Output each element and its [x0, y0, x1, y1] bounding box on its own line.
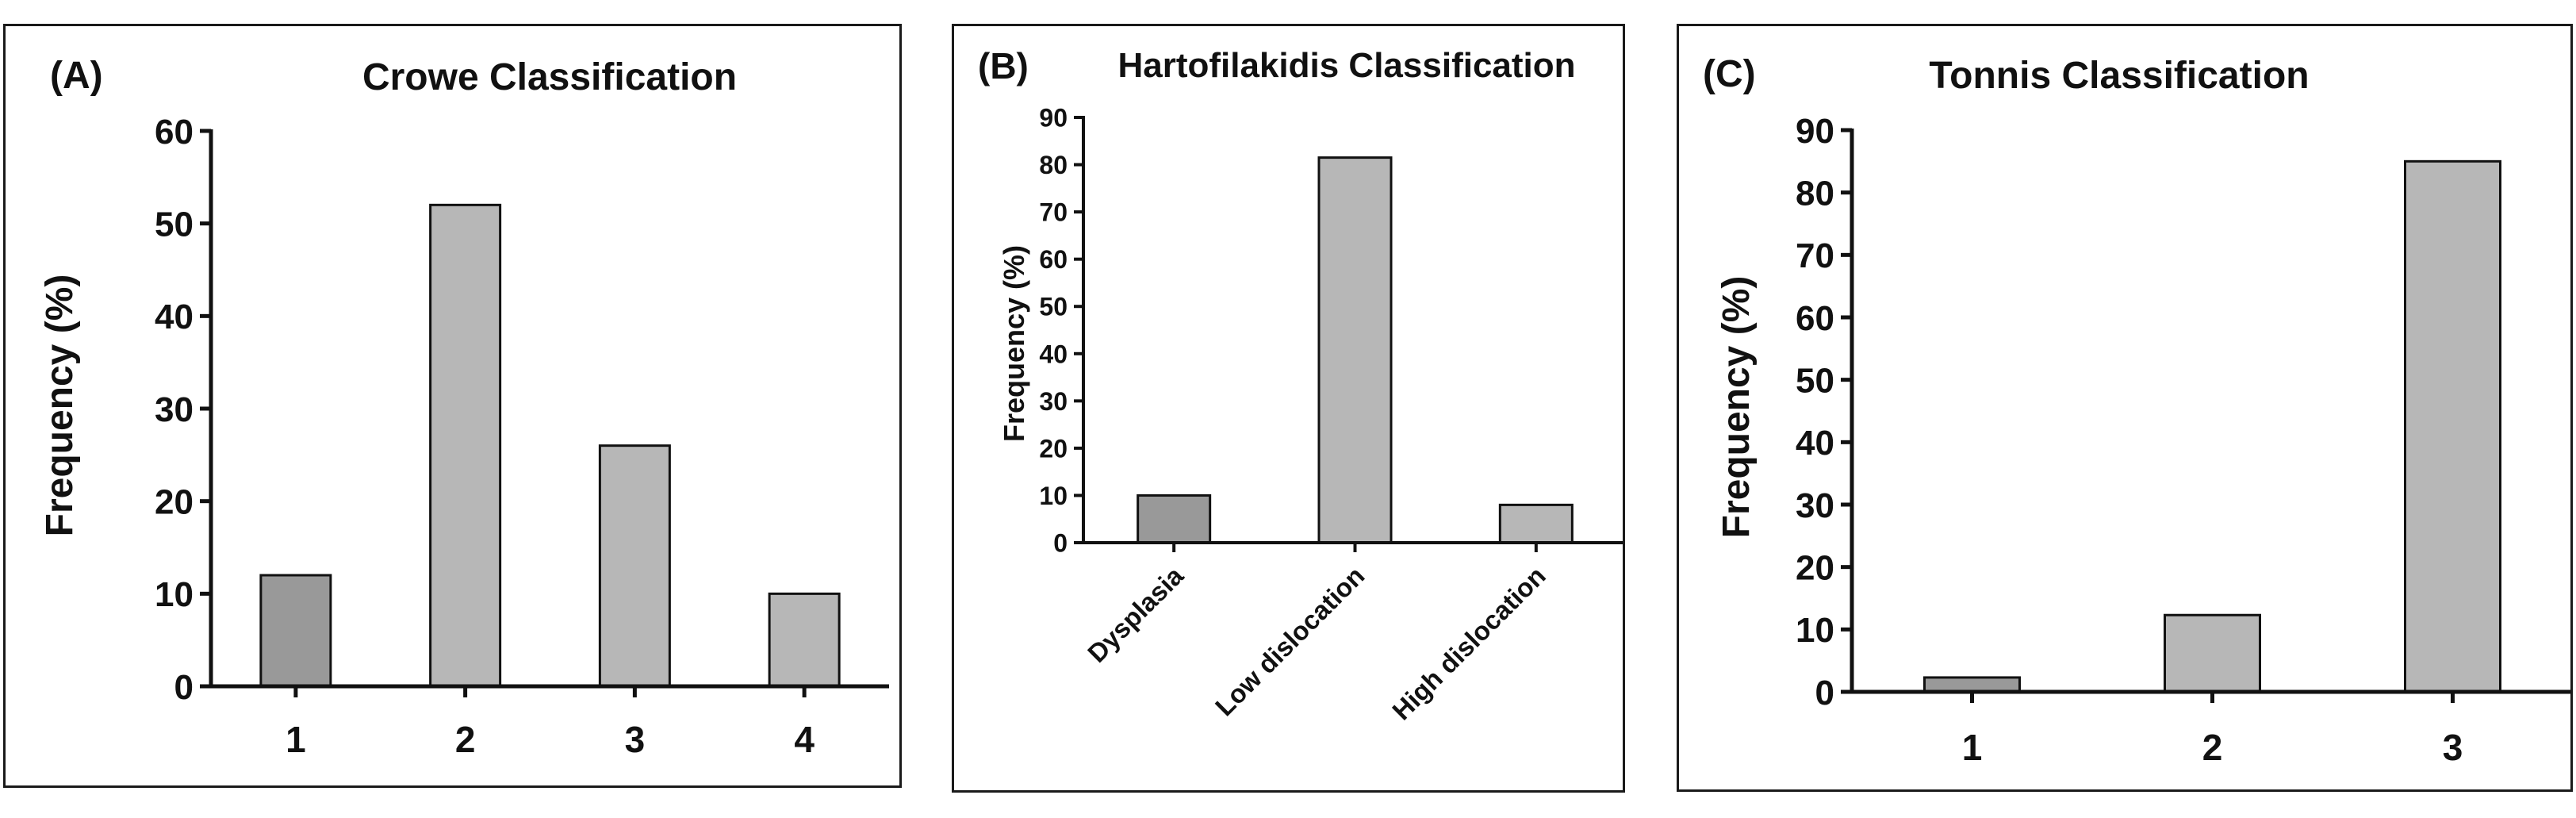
bar-3 — [1498, 503, 1574, 544]
tonnis-chart-panel: (C) Tonnis Classification Frequency (%) … — [1677, 24, 2573, 792]
y-tick-label: 70 — [1796, 236, 1834, 275]
x-tick-label: Dysplasia — [1082, 560, 1190, 668]
y-tick-label: 10 — [155, 575, 194, 614]
y-axis-label: Frequency (%) — [39, 275, 81, 537]
y-tick-label: 20 — [1796, 549, 1834, 588]
y-tick-label: 80 — [1039, 151, 1068, 179]
chart-title: Crowe Classification — [362, 56, 737, 98]
y-tick-label: 40 — [155, 298, 194, 336]
panel-letter: (B) — [978, 45, 1029, 86]
x-tick-label: High dislocation — [1386, 561, 1551, 726]
y-tick-label: 20 — [1039, 434, 1068, 463]
y-tick-label: 10 — [1039, 482, 1068, 510]
y-axis-label: Frequency (%) — [998, 245, 1030, 442]
x-tick-label: 1 — [1962, 727, 1983, 768]
y-tick-label: 50 — [1796, 362, 1834, 401]
bar-1 — [259, 574, 332, 688]
tonnis-chart: (C) Tonnis Classification Frequency (%) … — [1703, 53, 2570, 768]
bar-3 — [2404, 159, 2501, 693]
y-tick-label: 30 — [1796, 486, 1834, 525]
y-tick-label: 60 — [155, 113, 194, 152]
x-tick-label: 3 — [625, 719, 646, 760]
y-tick-label: 60 — [1039, 245, 1068, 274]
x-tick-label: 4 — [794, 719, 815, 760]
y-tick-label: 30 — [1039, 387, 1068, 416]
panel-letter: (A) — [50, 55, 103, 97]
crowe-chart-panel: (A) Crowe Classification Frequency (%) 0… — [3, 24, 902, 788]
y-tick-label: 90 — [1039, 104, 1068, 132]
bar-4 — [768, 592, 841, 688]
y-tick-label: 50 — [155, 205, 194, 244]
panel-letter: (C) — [1703, 53, 1756, 95]
y-tick-label: 70 — [1039, 198, 1068, 227]
y-axis-label: Frequency (%) — [1715, 276, 1758, 539]
bar-3 — [598, 444, 671, 688]
y-tick-label: 80 — [1796, 175, 1834, 213]
x-tick-label: Low dislocation — [1209, 561, 1370, 721]
bar-2 — [429, 203, 502, 688]
x-tick-label: 1 — [286, 719, 306, 760]
y-tick-label: 10 — [1796, 611, 1834, 650]
y-tick-label: 0 — [1053, 529, 1068, 558]
y-tick-label: 60 — [1796, 299, 1834, 338]
y-tick-label: 40 — [1796, 424, 1834, 463]
bar-1 — [1923, 676, 2021, 693]
bar-1 — [1137, 493, 1212, 544]
y-tick-label: 50 — [1039, 293, 1068, 321]
x-tick-label: 3 — [2443, 727, 2463, 768]
bar-2 — [2164, 613, 2261, 693]
y-tick-label: 30 — [155, 390, 194, 429]
y-tick-label: 40 — [1039, 340, 1068, 368]
hartofilakidis-chart: (B) Hartofilakidis Classification Freque… — [978, 45, 1623, 726]
y-tick-label: 0 — [174, 668, 194, 707]
y-tick-label: 90 — [1796, 112, 1834, 151]
crowe-chart: (A) Crowe Classification Frequency (%) 0… — [39, 55, 889, 760]
chart-title: Hartofilakidis Classification — [1117, 46, 1575, 85]
hartofilakidis-chart-panel: (B) Hartofilakidis Classification Freque… — [952, 24, 1625, 793]
bar-2 — [1317, 156, 1393, 544]
chart-title: Tonnis Classification — [1929, 55, 2309, 97]
y-tick-label: 20 — [155, 483, 194, 522]
x-tick-label: 2 — [455, 719, 476, 760]
y-tick-label: 0 — [1815, 674, 1834, 712]
x-tick-label: 2 — [2202, 727, 2223, 768]
